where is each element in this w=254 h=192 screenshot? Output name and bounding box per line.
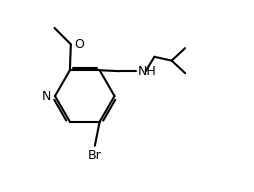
Text: NH: NH [138, 65, 156, 78]
Text: O: O [74, 38, 84, 51]
Text: N: N [41, 89, 51, 103]
Text: Br: Br [88, 149, 102, 162]
